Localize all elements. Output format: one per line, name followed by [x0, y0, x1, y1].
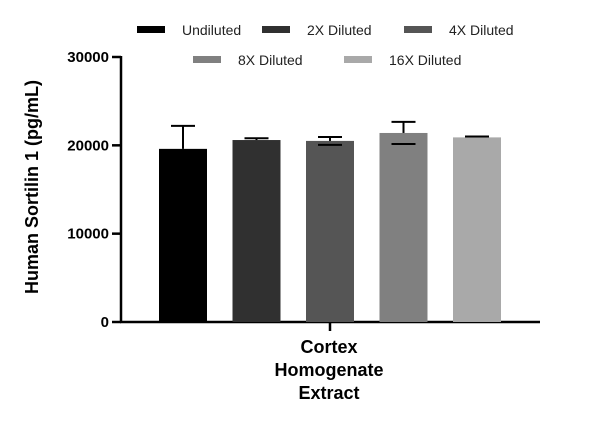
legend: Undiluted 2X Diluted 4X Diluted 8X Diluted 1… [137, 22, 514, 68]
bar-4x-diluted [306, 140, 354, 322]
y-axis-label: Human Sortilin 1 (pg/mL) [22, 80, 42, 294]
legend-swatch [344, 56, 372, 63]
x-category-label-line: Homogenate [274, 360, 383, 380]
bar-2x-diluted [232, 140, 281, 322]
y-ticks: 0 10000 20000 30000 [67, 49, 121, 331]
x-category-label-line: Cortex [300, 337, 357, 357]
plot-area: 0 10000 20000 30000 [67, 49, 540, 331]
legend-swatch [137, 26, 165, 33]
legend-label: Undiluted [182, 22, 241, 38]
y-tick-label: 0 [101, 314, 109, 331]
bars [159, 120, 501, 322]
bar-undiluted [159, 148, 207, 322]
legend-label: 4X Diluted [449, 22, 514, 38]
bar-8x-diluted [379, 132, 428, 322]
legend-swatch [262, 26, 290, 33]
y-tick-label: 20000 [67, 137, 109, 154]
x-category-label: Cortex Homogenate Extract [274, 337, 383, 403]
y-tick-label: 10000 [67, 226, 109, 243]
y-tick-label: 30000 [67, 49, 109, 66]
legend-swatch [404, 26, 432, 33]
legend-label: 8X Diluted [238, 52, 303, 68]
bar-16x-diluted [453, 137, 501, 322]
x-category-label-line: Extract [298, 383, 359, 403]
legend-label: 16X Diluted [389, 52, 461, 68]
legend-swatch [193, 56, 221, 63]
legend-label: 2X Diluted [307, 22, 372, 38]
